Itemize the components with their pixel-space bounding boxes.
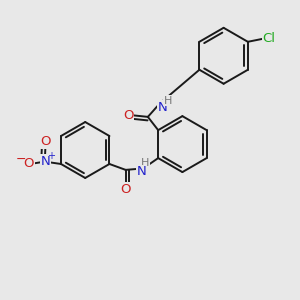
Text: N: N [137,165,147,178]
Text: Cl: Cl [262,32,275,45]
Text: +: + [47,151,55,161]
Text: H: H [164,96,172,106]
Text: N: N [158,101,167,114]
Text: O: O [123,109,134,122]
Text: N: N [40,155,50,168]
Text: O: O [23,158,34,170]
Text: O: O [120,182,131,196]
Text: −: − [16,153,26,166]
Text: H: H [141,158,149,168]
Text: O: O [40,135,51,148]
